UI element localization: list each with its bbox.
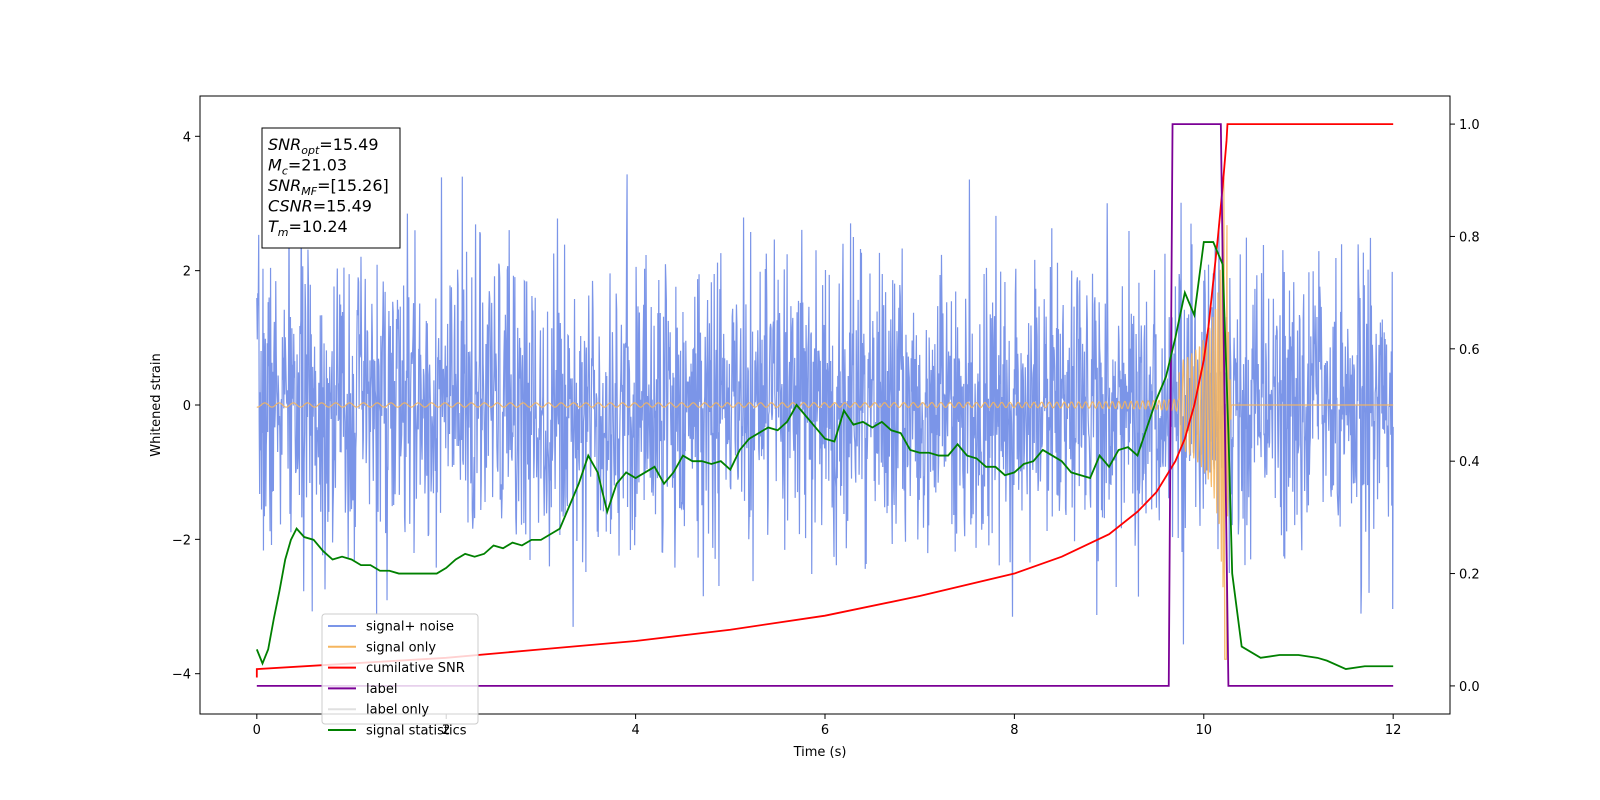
x-tick-label: 6 bbox=[821, 723, 829, 738]
series-cumilative-snr-line bbox=[255, 123, 1394, 678]
series-signal-only-line bbox=[256, 177, 1394, 660]
y-right-tick-label: 0.4 bbox=[1459, 455, 1480, 470]
y-axis-right: 0.0 0.2 0.4 0.6 0.8 1.0 bbox=[1450, 118, 1480, 695]
y-axis-label: Whitened strain bbox=[149, 353, 164, 456]
x-tick-label: 4 bbox=[631, 723, 639, 738]
annotation-line: CSNR=15.49 bbox=[268, 197, 372, 216]
series-label-line bbox=[256, 123, 1394, 687]
x-axis-label: Time (s) bbox=[793, 745, 847, 760]
x-tick-label: 2 bbox=[442, 723, 450, 738]
legend-entry: signal only bbox=[366, 640, 436, 655]
series-layer bbox=[255, 123, 1394, 687]
legend-entry: label only bbox=[366, 703, 429, 718]
x-tick-label: 12 bbox=[1385, 723, 1402, 738]
y-right-tick-label: 0.2 bbox=[1459, 568, 1480, 583]
y-left-tick-label: 0 bbox=[183, 399, 191, 414]
series-signal-noise-line bbox=[256, 174, 1394, 645]
legend: signal+ noise signal only cumilative SNR la… bbox=[321, 613, 479, 739]
y-right-tick-label: 1.0 bbox=[1459, 118, 1480, 133]
x-tick-label: 0 bbox=[253, 723, 261, 738]
y-left-tick-label: 2 bbox=[183, 265, 191, 280]
y-right-tick-label: 0.8 bbox=[1459, 230, 1480, 245]
series-signal-statistics-line bbox=[255, 241, 1394, 670]
legend-entry: label bbox=[366, 682, 397, 697]
x-tick-label: 8 bbox=[1010, 723, 1018, 738]
legend-frame bbox=[321, 613, 479, 725]
annotation-line: Mc=21.03 bbox=[268, 156, 347, 178]
legend-entry: signal statistics bbox=[366, 724, 467, 739]
legend-entry: signal+ noise bbox=[366, 620, 454, 635]
annotation-box: SNRopt=15.49Mc=21.03SNRMF=[15.26]CSNR=15… bbox=[261, 127, 401, 249]
annotation-frame bbox=[261, 127, 401, 249]
legend-entry: cumilative SNR bbox=[366, 661, 465, 676]
y-right-tick-label: 0.6 bbox=[1459, 343, 1480, 358]
y-left-tick-label: −4 bbox=[172, 668, 191, 683]
y-axis-left: −4 −2 0 2 4 bbox=[172, 130, 200, 683]
y-left-tick-label: −2 bbox=[172, 533, 191, 548]
annotation-line: Tm=10.24 bbox=[268, 217, 348, 239]
x-tick-label: 10 bbox=[1196, 723, 1213, 738]
y-left-tick-label: 4 bbox=[183, 130, 191, 145]
y-right-tick-label: 0.0 bbox=[1459, 680, 1480, 695]
annotation-line: SNRopt=15.49 bbox=[268, 135, 379, 157]
annotation-line: SNRMF=[15.26] bbox=[268, 176, 389, 198]
